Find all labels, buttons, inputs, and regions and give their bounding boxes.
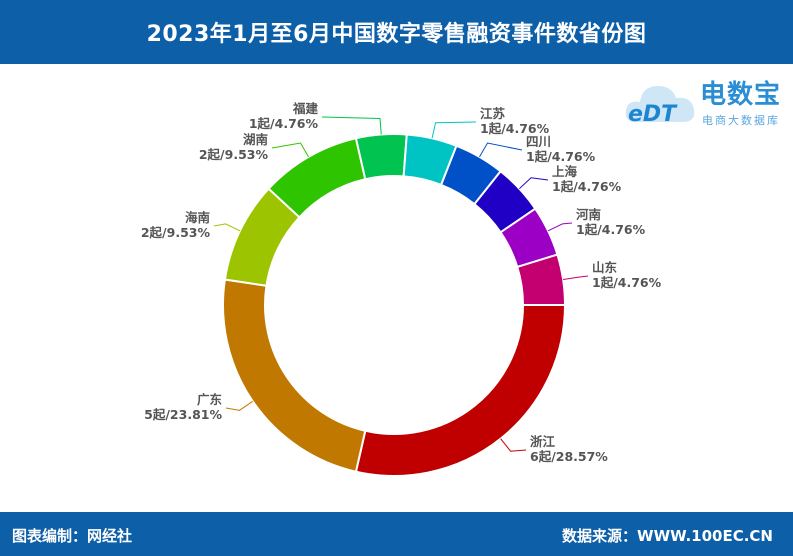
slice-label-1: 广东 5起/23.81% bbox=[144, 392, 222, 422]
leader-line-5 bbox=[431, 121, 477, 139]
value-label-7: 1起/4.76% bbox=[552, 179, 622, 194]
value-label-1: 5起/23.81% bbox=[144, 407, 222, 422]
category-label-2: 海南 bbox=[185, 210, 211, 225]
category-label-6: 四川 bbox=[526, 134, 551, 149]
slice-label-4: 福建 1起/4.76% bbox=[249, 101, 319, 131]
slice-label-8: 河南 1起/4.76% bbox=[576, 207, 646, 237]
value-label-6: 1起/4.76% bbox=[526, 149, 596, 164]
leader-line-7 bbox=[519, 177, 549, 190]
slice-9 bbox=[516, 253, 567, 306]
logo: eDT 电数宝 电商大数据库 bbox=[622, 68, 790, 132]
footer-credit: 图表编制：网经社 bbox=[12, 527, 133, 545]
leader-line-0 bbox=[500, 438, 527, 452]
footer-source: 数据来源：WWW.100EC.CN bbox=[562, 527, 773, 545]
leader-line-8 bbox=[547, 222, 573, 232]
category-label-1: 广东 bbox=[197, 392, 223, 407]
category-label-7: 上海 bbox=[552, 164, 578, 179]
category-label-8: 河南 bbox=[576, 207, 602, 222]
slice-label-7: 上海 1起/4.76% bbox=[552, 164, 622, 194]
chart-title: 2023年1月至6月中国数字零售融资事件数省份图 bbox=[146, 22, 647, 47]
leader-line-2 bbox=[213, 223, 241, 232]
slice-label-9: 山东 1起/4.76% bbox=[592, 260, 662, 290]
category-label-3: 湖南 bbox=[243, 132, 269, 147]
donut-chart: 浙江 6起/28.57%广东 5起/23.81%海南 2起/9.53%湖南 2起/9.5… bbox=[141, 101, 662, 477]
slice-label-6: 四川 1起/4.76% bbox=[526, 134, 596, 164]
category-label-9: 山东 bbox=[592, 260, 618, 275]
value-label-9: 1起/4.76% bbox=[592, 275, 662, 290]
slice-label-5: 江苏 1起/4.76% bbox=[480, 106, 550, 136]
slice-1 bbox=[222, 278, 367, 473]
cloud-icon bbox=[625, 86, 695, 122]
value-label-4: 1起/4.76% bbox=[249, 116, 319, 131]
category-label-4: 福建 bbox=[292, 101, 319, 116]
leader-line-1 bbox=[225, 400, 253, 411]
title-bar: 2023年1月至6月中国数字零售融资事件数省份图 bbox=[0, 0, 793, 64]
category-label-0: 浙江 bbox=[530, 434, 556, 449]
leader-line-3 bbox=[271, 142, 309, 158]
value-label-2: 2起/9.53% bbox=[141, 225, 211, 240]
slice-label-0: 浙江 6起/28.57% bbox=[530, 434, 608, 464]
value-label-5: 1起/4.76% bbox=[480, 121, 550, 136]
logo-tagline: 电商大数据库 bbox=[702, 114, 780, 127]
slice-label-2: 海南 2起/9.53% bbox=[141, 210, 211, 240]
value-label-8: 1起/4.76% bbox=[576, 222, 646, 237]
leader-line-6 bbox=[479, 142, 523, 158]
category-label-5: 江苏 bbox=[480, 106, 506, 121]
leader-line-9 bbox=[563, 275, 589, 281]
slice-label-3: 湖南 2起/9.53% bbox=[199, 132, 269, 162]
value-label-3: 2起/9.53% bbox=[199, 147, 269, 162]
leader-line-4 bbox=[321, 116, 382, 135]
slice-4 bbox=[354, 133, 408, 181]
logo-brand: 电数宝 bbox=[700, 80, 782, 110]
logo-mark: eDT bbox=[628, 102, 677, 127]
footer-bar: 图表编制：网经社 数据来源：WWW.100EC.CN bbox=[0, 512, 793, 556]
value-label-0: 6起/28.57% bbox=[530, 449, 608, 464]
